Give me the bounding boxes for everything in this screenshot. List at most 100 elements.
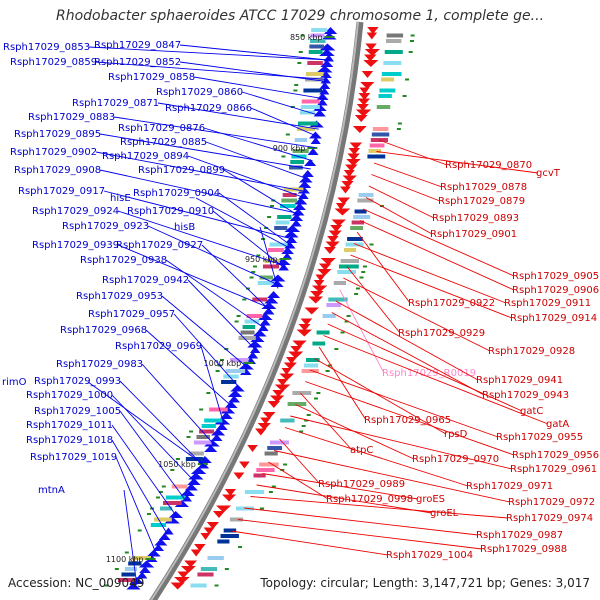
forward-rna-mark <box>294 84 299 86</box>
forward-feature-block <box>277 215 292 219</box>
reverse-gene-label: Rsph17029_0870 <box>445 160 532 171</box>
reverse-cds-arrow <box>340 186 351 194</box>
reverse-feature-block <box>316 330 330 335</box>
reverse-gene-leader <box>323 335 549 425</box>
reverse-feature-block <box>381 72 402 76</box>
forward-rna-mark <box>186 436 191 438</box>
reverse-gene-leader <box>237 519 483 550</box>
reverse-gene-leader <box>378 139 448 166</box>
forward-gene-leader <box>165 259 265 329</box>
forward-cds-arrow <box>220 406 236 414</box>
reverse-rna-mark <box>301 425 306 427</box>
reverse-cds-arrow <box>357 98 371 106</box>
forward-gene-leader <box>99 169 301 215</box>
forward-feature-block <box>118 578 136 582</box>
forward-gene-leader <box>117 210 286 267</box>
forward-cds-arrow <box>163 527 174 535</box>
reverse-cds-arrow <box>359 87 370 95</box>
forward-feature-block <box>274 226 288 230</box>
forward-feature-block <box>159 506 173 511</box>
forward-feature-block <box>131 556 151 560</box>
reverse-feature-block <box>372 127 389 131</box>
reverse-feature-block <box>333 281 346 285</box>
reverse-cds-arrow <box>224 489 237 496</box>
reverse-cds-arrow <box>260 417 271 425</box>
forward-feature-block <box>128 561 142 566</box>
backbone-highlight <box>150 21 359 600</box>
reverse-feature-block <box>345 242 364 247</box>
reverse-gene-label: Rsph17029_0906 <box>512 285 599 296</box>
map-title: Rhodobacter sphaeroides ATCC 17029 chrom… <box>55 8 545 24</box>
reverse-rna-mark <box>369 243 374 246</box>
reverse-gene-leader <box>250 496 509 519</box>
reverse-cds-arrow <box>352 126 367 133</box>
reverse-cds-arrow <box>348 148 361 155</box>
forward-cds-arrow <box>307 148 319 155</box>
forward-rna-mark <box>158 491 163 493</box>
reverse-cds-arrow <box>366 32 378 40</box>
reverse-gene-leader <box>359 220 515 291</box>
forward-feature-block <box>297 121 318 126</box>
reverse-gene-label: Rsph17029_0989 <box>318 479 405 490</box>
reverse-cds-arrow <box>365 43 377 51</box>
forward-cds-arrow <box>312 104 327 111</box>
forward-feature-block <box>305 72 324 76</box>
reverse-cds-arrow <box>354 115 368 122</box>
forward-gene-label: Rsph17029_0924 <box>32 206 119 217</box>
forward-gene-leader <box>173 313 241 389</box>
forward-feature-block <box>305 77 325 82</box>
forward-cds-arrow <box>174 500 189 507</box>
reverse-cds-arrow <box>337 197 351 205</box>
reverse-feature-block <box>306 358 320 362</box>
reverse-feature-block <box>312 341 326 346</box>
reverse-feature-block <box>280 418 295 423</box>
reverse-gene-label: Rsph17029_R0019 <box>382 368 476 379</box>
reverse-cds-arrow <box>325 241 340 249</box>
forward-gene-leader <box>99 133 311 170</box>
forward-cds-arrow <box>270 280 284 287</box>
forward-gene-label: Rsph17029_0968 <box>60 325 147 336</box>
reverse-cds-arrow <box>221 494 237 502</box>
reverse-gene-leader <box>279 438 321 485</box>
reverse-cds-arrow <box>277 379 289 386</box>
forward-cds-arrow <box>285 236 298 243</box>
forward-feature-block <box>269 242 288 247</box>
reverse-cds-arrow <box>272 390 285 397</box>
forward-feature-block <box>281 198 298 203</box>
forward-rna-mark <box>124 551 129 554</box>
reverse-feature-block <box>200 567 218 571</box>
reverse-feature-block <box>253 473 266 478</box>
kbp-tick-label: 1000 kbp <box>204 359 242 368</box>
forward-feature-block <box>310 39 326 43</box>
kbp-tick-label: 900 kbp <box>273 144 306 153</box>
forward-rna-mark <box>206 392 211 394</box>
forward-gene-leader <box>212 210 285 269</box>
forward-feature-block <box>124 567 137 571</box>
reverse-gene-leader <box>353 243 507 304</box>
reverse-cds-arrow <box>257 423 271 430</box>
forward-gene-leader <box>241 91 322 117</box>
reverse-cds-arrow <box>267 401 281 408</box>
forward-rna-mark <box>245 287 250 290</box>
forward-gene-label: Rsph17029_0957 <box>88 309 175 320</box>
reverse-gene-leader <box>339 289 385 374</box>
forward-rna-mark <box>199 408 204 411</box>
forward-cds-arrow <box>239 368 252 375</box>
forward-cds-arrow <box>188 472 204 480</box>
reverse-cds-arrow <box>212 511 226 518</box>
reverse-cds-arrow <box>194 544 206 551</box>
forward-feature-block <box>153 517 172 522</box>
reverse-cds-arrow <box>346 159 361 166</box>
forward-gene-label: Rsph17029_0858 <box>108 72 195 83</box>
reverse-rna-mark <box>306 414 311 416</box>
forward-gene-label: Rsph17029_0853 <box>3 42 90 53</box>
forward-feature-block <box>282 193 297 197</box>
topology-summary: Topology: circular; Length: 3,147,721 bp… <box>260 576 590 590</box>
reverse-gene-label: Rsph17029_0878 <box>440 182 527 193</box>
reverse-cds-arrow <box>215 505 232 513</box>
forward-gene-leader <box>119 380 205 467</box>
kbp-tick-label: 1100 kbp <box>106 555 144 564</box>
forward-cds-arrow <box>323 27 338 34</box>
forward-gene-label: Rsph17029_0923 <box>62 221 149 232</box>
forward-feature-block <box>252 297 268 302</box>
